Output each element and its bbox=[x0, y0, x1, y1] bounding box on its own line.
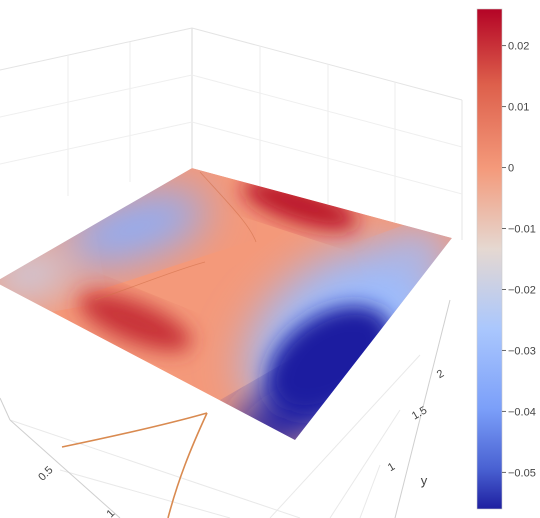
floor-grid-line bbox=[269, 354, 421, 518]
floor-contour-projection bbox=[61, 412, 208, 518]
contour-line bbox=[61, 412, 208, 448]
floor-grid-line bbox=[9, 419, 301, 518]
surface-contour bbox=[199, 171, 257, 243]
surface-contour bbox=[94, 261, 206, 301]
y-tick-label: 1 bbox=[386, 461, 397, 474]
grid-line bbox=[0, 74, 193, 118]
colorbar-tick-label: −0.03 bbox=[508, 345, 536, 357]
x-axis-line bbox=[9, 419, 121, 518]
surface-region-peak-left bbox=[78, 292, 192, 352]
grid-line bbox=[0, 121, 193, 165]
y-axis-line bbox=[394, 299, 451, 518]
colorbar-tick-label: −0.01 bbox=[508, 224, 536, 236]
floor-grid-line bbox=[359, 464, 381, 518]
colorbar-tick-label: −0.04 bbox=[508, 406, 536, 418]
top-edge-line-left bbox=[0, 27, 193, 71]
colorbar-tick-label: 0.01 bbox=[508, 102, 529, 114]
colorbar-tick-label: 0.02 bbox=[508, 41, 529, 53]
x-tick-label: 1 bbox=[104, 507, 117, 518]
floor-grid-line bbox=[329, 409, 401, 518]
floor-grid-line bbox=[59, 469, 231, 518]
colorbar-border bbox=[476, 8, 503, 510]
x-tick-label: 0.5 bbox=[36, 464, 55, 483]
colorbar-tick-label: 0 bbox=[508, 163, 514, 175]
colorbar: 0.02 0.01 0 −0.01 −0.02 −0.03 −0.04 −0.05 bbox=[476, 8, 536, 510]
surface-region-trough-upper-left bbox=[63, 191, 207, 265]
top-edge-line-right bbox=[191, 27, 463, 101]
scene-box bbox=[0, 27, 463, 518]
colorbar-tick-label: −0.02 bbox=[508, 284, 536, 296]
y-tick-label: 2 bbox=[435, 368, 446, 381]
y-axis-title: y bbox=[421, 473, 428, 488]
colorbar-fill bbox=[477, 9, 502, 509]
surface-region-peak-back bbox=[242, 179, 358, 231]
colorbar-tick-label: −0.05 bbox=[508, 467, 536, 479]
surface bbox=[0, 168, 452, 440]
grid-line bbox=[191, 74, 463, 148]
floor-edge-line bbox=[0, 397, 11, 421]
grid-line bbox=[191, 121, 463, 195]
contour-line bbox=[167, 412, 208, 518]
y-tick-label: 1.5 bbox=[410, 404, 429, 422]
colorbar-ticks: 0.02 0.01 0 −0.01 −0.02 −0.03 −0.04 −0.05 bbox=[502, 41, 536, 479]
